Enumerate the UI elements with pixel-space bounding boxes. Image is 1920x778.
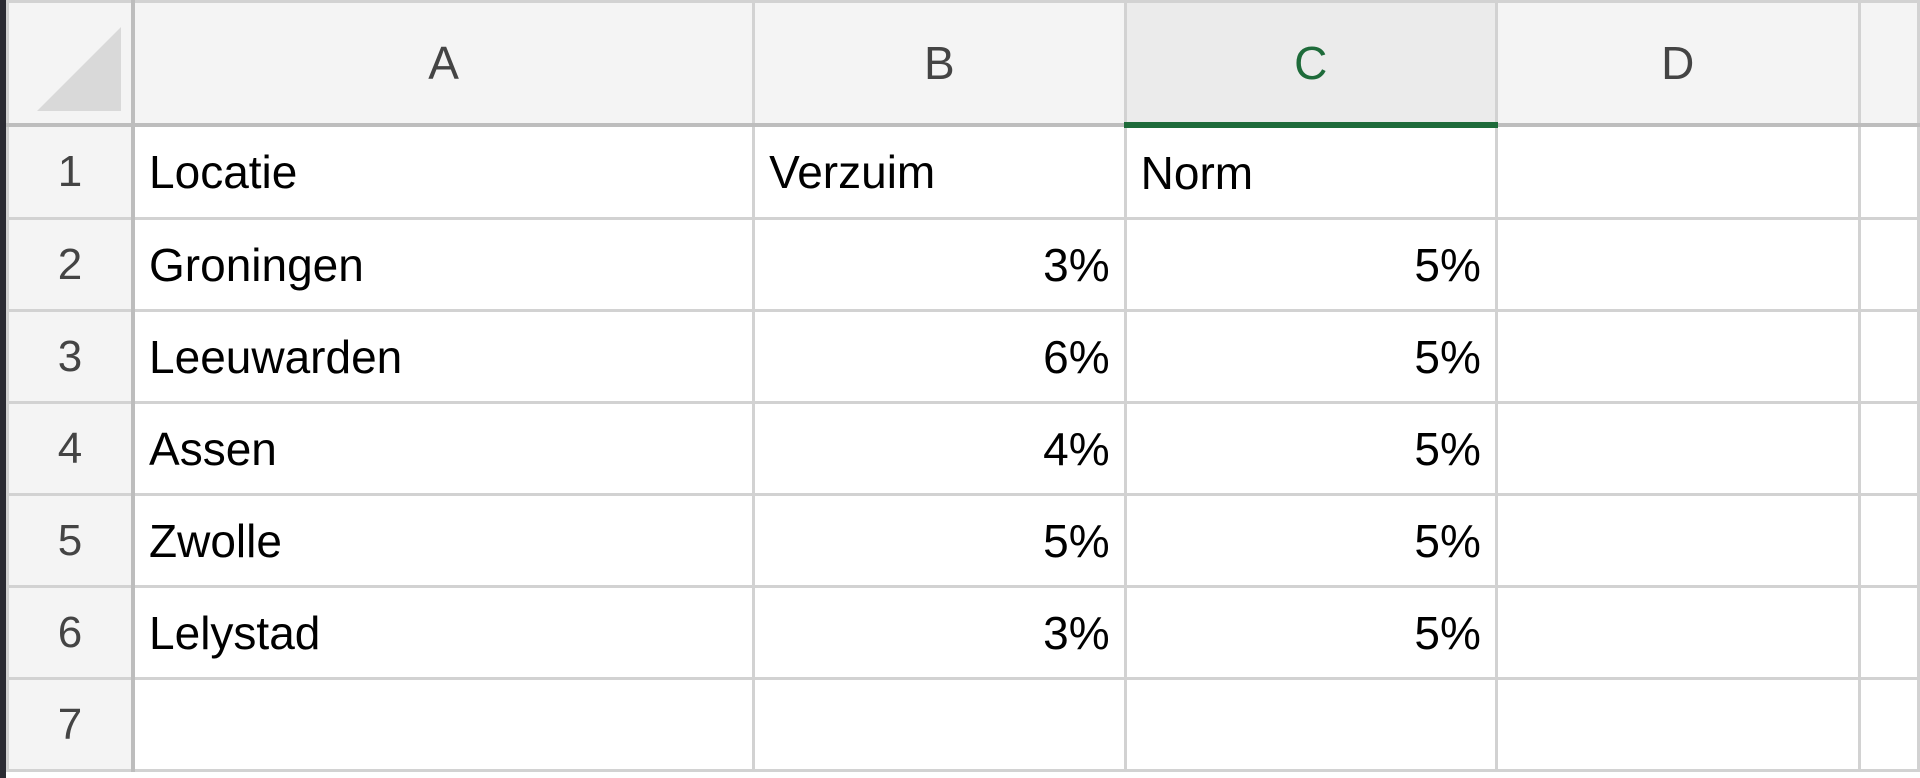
cell-c1[interactable]: Norm <box>1123 123 1498 220</box>
table-row: 2 Groningen 3% 5% <box>6 217 1920 312</box>
cell-c4[interactable]: 5% <box>1123 401 1498 496</box>
row-header[interactable]: 7 <box>6 677 136 772</box>
cell-c2[interactable]: 5% <box>1123 217 1498 312</box>
window-edge <box>0 0 6 778</box>
table-row: 7 <box>6 677 1920 772</box>
table-row: 6 Lelystad 3% 5% <box>6 585 1920 680</box>
column-header-a[interactable]: A <box>131 0 756 127</box>
row-header[interactable]: 6 <box>6 585 136 680</box>
cell-a5[interactable]: Zwolle <box>131 493 756 588</box>
cell-b3[interactable]: 6% <box>752 309 1127 404</box>
cell-a2[interactable]: Groningen <box>131 217 756 312</box>
cell-b5[interactable]: 5% <box>752 493 1127 588</box>
table-row: 5 Zwolle 5% 5% <box>6 493 1920 588</box>
table-row: 3 Leeuwarden 6% 5% <box>6 309 1920 404</box>
table-row: 4 Assen 4% 5% <box>6 401 1920 496</box>
cell-b1[interactable]: Verzuim <box>752 123 1127 220</box>
cell-d1[interactable] <box>1494 123 1861 220</box>
cell-d2[interactable] <box>1494 217 1861 312</box>
cell-c7[interactable] <box>1123 677 1498 772</box>
cell-b4[interactable]: 4% <box>752 401 1127 496</box>
cell-c6[interactable]: 5% <box>1123 585 1498 680</box>
cell-d4[interactable] <box>1494 401 1861 496</box>
cell-a7[interactable] <box>131 677 756 772</box>
column-header-d[interactable]: D <box>1494 0 1861 127</box>
row-header[interactable]: 1 <box>6 123 136 220</box>
cell-e7[interactable] <box>1857 677 1920 772</box>
cell-d7[interactable] <box>1494 677 1861 772</box>
cell-e4[interactable] <box>1857 401 1920 496</box>
cell-e5[interactable] <box>1857 493 1920 588</box>
column-header-b[interactable]: B <box>752 0 1127 127</box>
cell-a3[interactable]: Leeuwarden <box>131 309 756 404</box>
cell-a6[interactable]: Lelystad <box>131 585 756 680</box>
column-header-c[interactable]: C <box>1123 0 1498 128</box>
select-all-button[interactable] <box>6 0 136 127</box>
cell-b2[interactable]: 3% <box>752 217 1127 312</box>
cell-b7[interactable] <box>752 677 1127 772</box>
cell-e1[interactable] <box>1857 123 1920 220</box>
row-header[interactable]: 3 <box>6 309 136 404</box>
cell-b6[interactable]: 3% <box>752 585 1127 680</box>
cell-c5[interactable]: 5% <box>1123 493 1498 588</box>
row-header[interactable]: 2 <box>6 217 136 312</box>
cell-c3[interactable]: 5% <box>1123 309 1498 404</box>
cell-d6[interactable] <box>1494 585 1861 680</box>
row-header[interactable]: 4 <box>6 401 136 496</box>
select-all-triangle-icon <box>37 27 122 111</box>
cell-e6[interactable] <box>1857 585 1920 680</box>
cell-e3[interactable] <box>1857 309 1920 404</box>
cell-d3[interactable] <box>1494 309 1861 404</box>
cell-a1[interactable]: Locatie <box>131 123 756 220</box>
cell-e2[interactable] <box>1857 217 1920 312</box>
cell-d5[interactable] <box>1494 493 1861 588</box>
column-header-next[interactable] <box>1857 0 1920 127</box>
row-header[interactable]: 5 <box>6 493 136 588</box>
table-row: 1 Locatie Verzuim Norm <box>6 123 1920 220</box>
cell-a4[interactable]: Assen <box>131 401 756 496</box>
